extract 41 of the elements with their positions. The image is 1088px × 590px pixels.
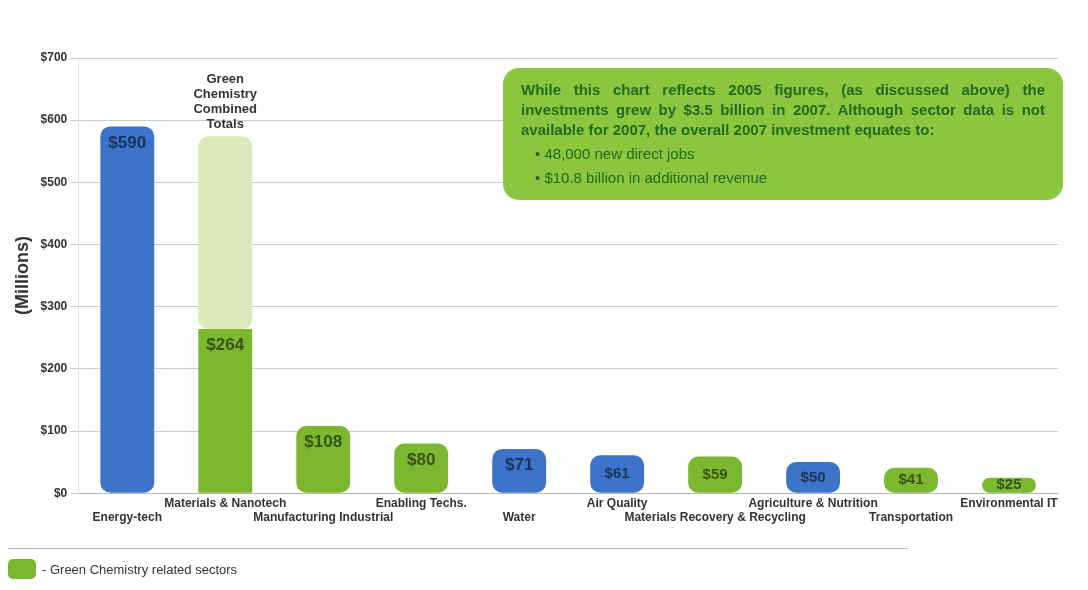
text: - Green Chemistry related sectors xyxy=(42,561,238,577)
annotation: • 48,000 new direct jobs xyxy=(534,144,696,164)
data-label: $50 xyxy=(800,467,826,485)
y-tick-label: $0 xyxy=(53,485,68,500)
series-label: Green Chemistry Combined Totals xyxy=(193,71,258,132)
bar xyxy=(198,136,253,330)
annotation: While this chart reflects 2005 figures, (as discussed above) the investments grew by $3.5 billion in 2007. Although sector data is not available for 2007, the overall 2007 investment equates to: xyxy=(521,80,1045,140)
y-tick-label: $200 xyxy=(40,361,68,376)
bar xyxy=(296,426,351,493)
bar xyxy=(100,126,155,493)
x-tick-label: Enabling Techs. xyxy=(375,495,467,510)
y-tick-label: $500 xyxy=(40,174,68,189)
annotation: • $10.8 billion in additional revenue xyxy=(534,168,769,188)
x-tick-label: Air Quality xyxy=(586,495,648,510)
y-axis-title: (Millions) xyxy=(11,236,32,316)
data-label: $590 xyxy=(108,132,147,152)
y-tick-label: $100 xyxy=(40,423,68,438)
x-tick-label: Transportation xyxy=(869,510,954,525)
data-label: $71 xyxy=(504,455,534,475)
bar xyxy=(492,449,547,493)
bar xyxy=(590,455,645,493)
x-tick-label: Energy-tech xyxy=(92,510,162,525)
data-label: $264 xyxy=(206,335,245,355)
bar xyxy=(394,443,449,493)
x-tick-label: Materials & Nanotech xyxy=(164,495,287,510)
bar xyxy=(198,329,253,493)
x-tick-label: Manufacturing Industrial xyxy=(253,510,394,525)
x-tick-label: Water xyxy=(502,510,536,525)
data-label: $25 xyxy=(996,475,1022,493)
data-label: $59 xyxy=(702,464,728,482)
data-label: $108 xyxy=(304,432,343,452)
y-tick-label: $600 xyxy=(40,112,68,127)
data-label: $41 xyxy=(898,470,924,488)
x-tick-label: Environmental IT xyxy=(960,495,1059,510)
data-label: $61 xyxy=(604,464,630,482)
data-label: $80 xyxy=(407,449,436,469)
x-tick-label: Agriculture & Nutrition xyxy=(748,495,878,510)
y-tick-label: $300 xyxy=(40,299,68,313)
y-tick-label: $700 xyxy=(40,50,68,65)
y-tick-label: $400 xyxy=(40,236,68,251)
x-tick-label: Materials Recovery & Recycling xyxy=(624,510,806,525)
